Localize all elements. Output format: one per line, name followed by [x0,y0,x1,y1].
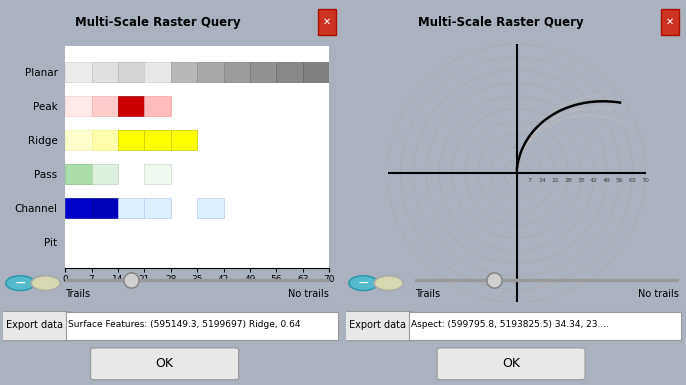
Text: OK: OK [502,357,520,370]
Text: 7: 7 [528,178,532,183]
Text: Multi-Scale Raster Query: Multi-Scale Raster Query [418,16,584,28]
Circle shape [6,276,35,291]
Text: −: − [14,276,26,290]
Bar [91,198,118,218]
FancyBboxPatch shape [66,312,338,340]
Bar [197,198,224,218]
Text: No trails: No trails [288,288,329,298]
Text: 56: 56 [616,178,624,183]
Text: Trails: Trails [65,288,91,298]
Text: OK: OK [156,357,174,370]
Bar [91,95,118,116]
Text: Aspect: (599795.8, 5193825.5) 34.34, 23....: Aspect: (599795.8, 5193825.5) 34.34, 23.… [411,320,609,329]
Bar [91,130,118,150]
Text: Export data: Export data [349,320,406,330]
Text: Trails: Trails [415,288,440,298]
Bar [118,130,144,150]
FancyBboxPatch shape [0,311,71,341]
Text: 14: 14 [539,178,546,183]
Bar [171,62,197,82]
FancyBboxPatch shape [661,9,679,35]
Text: ✕: ✕ [323,17,331,27]
Bar [65,95,91,116]
Text: Multi-Scale Raster Query: Multi-Scale Raster Query [75,16,241,28]
Bar [250,62,276,82]
Text: Export data: Export data [6,320,63,330]
Bar [118,95,144,116]
Text: 35: 35 [577,178,585,183]
Bar [144,130,171,150]
Text: 28: 28 [564,178,572,183]
Bar [224,62,250,82]
Bar [144,62,171,82]
Circle shape [349,276,378,291]
Text: 21: 21 [552,178,559,183]
FancyBboxPatch shape [409,312,681,340]
Bar [91,62,118,82]
Bar [65,164,91,184]
Text: No trails: No trails [638,288,679,298]
Circle shape [31,276,60,291]
Bar [65,130,91,150]
Bar [65,198,91,218]
Text: 42: 42 [590,178,598,183]
Text: ✕: ✕ [666,17,674,27]
Text: 49: 49 [603,178,611,183]
FancyBboxPatch shape [437,348,585,380]
Text: 63: 63 [628,178,637,183]
Bar [197,62,224,82]
Circle shape [374,276,403,291]
Text: Surface Features: (595149.3, 5199697) Ridge, 0.64: Surface Features: (595149.3, 5199697) Ri… [68,320,300,329]
Bar [118,62,144,82]
FancyBboxPatch shape [342,311,414,341]
Text: 70: 70 [641,178,650,183]
Bar [303,62,329,82]
Bar [65,62,91,82]
Bar [276,62,303,82]
Bar [144,198,171,218]
Bar [118,198,144,218]
Bar [144,164,171,184]
Bar [171,130,197,150]
Bar [91,164,118,184]
Text: −: − [357,276,369,290]
FancyBboxPatch shape [91,348,239,380]
Bar [144,95,171,116]
FancyBboxPatch shape [318,9,336,35]
